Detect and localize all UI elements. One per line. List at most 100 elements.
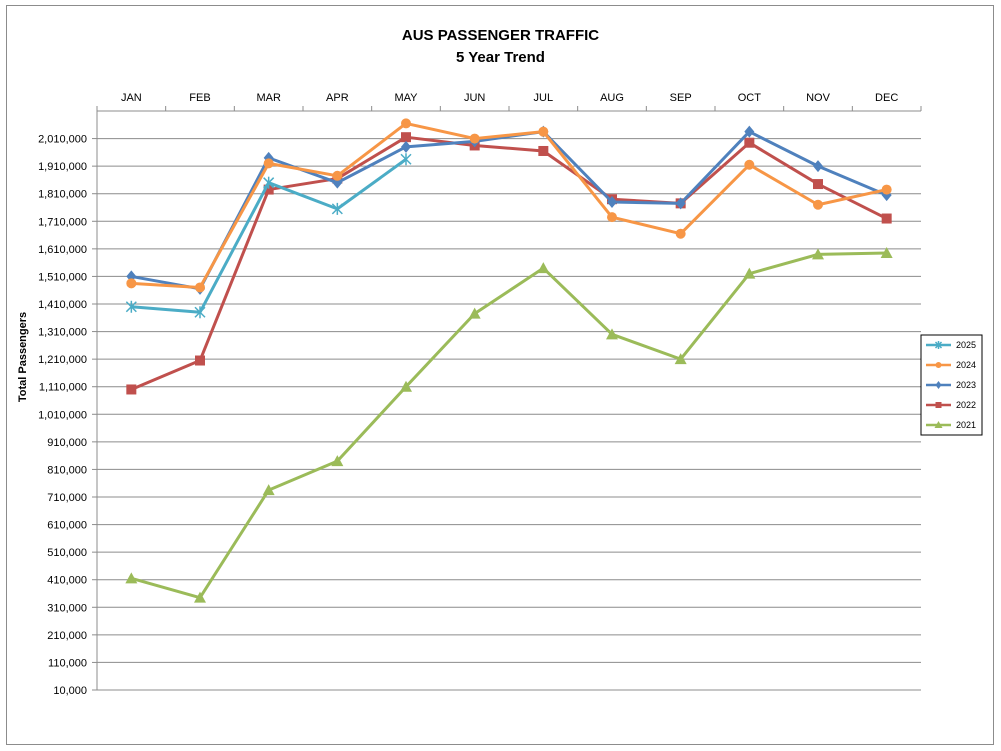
legend-label: 2024 xyxy=(956,360,976,370)
y-tick-label: 610,000 xyxy=(47,520,87,532)
x-tick-label: OCT xyxy=(738,92,762,104)
y-tick-label: 1,210,000 xyxy=(38,354,87,366)
data-point-square xyxy=(935,402,942,408)
data-point-triangle xyxy=(606,328,618,340)
x-tick-label: DEC xyxy=(875,92,898,104)
data-point-circle xyxy=(881,184,892,195)
data-point-circle xyxy=(263,158,274,169)
data-point-triangle xyxy=(880,246,893,258)
x-tick-label: JAN xyxy=(121,92,142,104)
series-line-2021 xyxy=(130,251,887,600)
legend-item-2022: 2022 xyxy=(926,400,976,410)
data-point-diamond xyxy=(744,125,755,138)
legend-item-2025: 2025 xyxy=(926,340,976,350)
series-2021 xyxy=(125,246,893,603)
series-line-2024 xyxy=(131,121,887,289)
y-tick-label: 210,000 xyxy=(47,630,87,642)
legend-item-2023: 2023 xyxy=(926,380,976,390)
data-point-circle xyxy=(935,362,942,368)
y-tick-label: 10,000 xyxy=(53,685,87,697)
data-point-square xyxy=(263,184,274,195)
series-2022 xyxy=(126,132,892,395)
y-tick-label: 1,810,000 xyxy=(38,189,87,201)
y-axis: 10,000 110,000 210,000 310,000 410,000 510,00… xyxy=(38,111,98,697)
data-point-circle xyxy=(813,199,823,210)
data-point-square xyxy=(744,137,755,148)
chart-subtitle: 5 Year Trend xyxy=(456,49,545,66)
data-point-asterisk xyxy=(331,202,343,215)
legend-label: 2025 xyxy=(956,340,976,350)
data-point-asterisk xyxy=(263,176,275,189)
data-point-asterisk xyxy=(400,153,412,166)
legend: 2025 2024 2023 2022 2021 xyxy=(920,334,983,436)
y-axis-label: Total Passengers xyxy=(17,312,29,402)
chart-frame xyxy=(6,5,994,745)
legend-item-2024: 2024 xyxy=(926,360,976,370)
x-tick-label: JUL xyxy=(534,92,554,104)
x-tick-label: FEB xyxy=(189,92,210,104)
x-tick-label: AUG xyxy=(600,92,624,104)
data-point-triangle xyxy=(934,421,943,428)
data-point-circle xyxy=(744,159,755,170)
data-point-circle xyxy=(675,228,686,239)
data-point-circle xyxy=(195,282,205,293)
data-point-triangle xyxy=(125,572,138,584)
data-point-diamond xyxy=(675,197,686,210)
data-point-triangle xyxy=(812,248,824,260)
y-tick-label: 1,910,000 xyxy=(38,161,87,173)
data-point-triangle xyxy=(331,455,344,467)
y-tick-label: 910,000 xyxy=(47,437,87,449)
y-tick-label: 710,000 xyxy=(47,492,87,504)
data-point-asterisk xyxy=(125,300,137,313)
legend-item-2021: 2021 xyxy=(926,420,976,430)
x-tick-label: NOV xyxy=(806,92,831,104)
x-tick-label: JUN xyxy=(464,92,485,104)
legend-label: 2021 xyxy=(956,420,976,430)
y-tick-label: 1,410,000 xyxy=(38,299,87,311)
data-point-square xyxy=(881,213,892,224)
y-tick-label: 1,610,000 xyxy=(38,244,87,256)
y-tick-label: 1,310,000 xyxy=(38,327,87,339)
x-tick-label: MAR xyxy=(256,92,281,104)
data-point-triangle xyxy=(194,591,206,603)
data-point-circle xyxy=(126,278,137,289)
x-tick-label: APR xyxy=(326,92,349,104)
x-tick-label: SEP xyxy=(670,92,692,104)
y-tick-label: 1,710,000 xyxy=(38,216,87,228)
x-axis: JAN FEB MAR APR MAY JUN JUL AUG SEP OCT NOV DEC xyxy=(96,92,922,111)
y-tick-label: 410,000 xyxy=(47,575,87,587)
data-point-square xyxy=(401,132,411,143)
data-point-asterisk xyxy=(194,306,206,319)
data-point-triangle xyxy=(262,484,275,496)
data-point-triangle xyxy=(400,380,412,392)
y-tick-label: 1,510,000 xyxy=(38,271,87,283)
series-line-2023 xyxy=(131,130,888,291)
data-point-diamond xyxy=(813,160,823,173)
data-point-asterisk xyxy=(934,341,943,349)
series-lines xyxy=(125,118,893,603)
gridlines xyxy=(97,110,921,691)
data-point-square xyxy=(813,179,823,190)
data-point-triangle xyxy=(537,262,550,274)
data-point-triangle xyxy=(674,353,687,365)
legend-label: 2022 xyxy=(956,400,976,410)
data-point-triangle xyxy=(468,307,481,319)
x-tick-label: MAY xyxy=(394,92,418,104)
legend-label: 2023 xyxy=(956,380,976,390)
chart-title: AUS PASSENGER TRAFFIC xyxy=(401,27,600,44)
y-tick-label: 1,110,000 xyxy=(39,382,87,394)
data-point-circle xyxy=(332,170,343,181)
data-point-circle xyxy=(538,126,549,137)
y-tick-label: 110,000 xyxy=(48,657,87,669)
y-tick-label: 510,000 xyxy=(47,547,87,559)
data-point-square xyxy=(126,384,137,395)
data-point-square xyxy=(195,355,205,366)
data-point-triangle xyxy=(743,267,756,279)
series-2025 xyxy=(125,153,412,319)
data-point-diamond xyxy=(607,195,617,208)
y-tick-label: 310,000 xyxy=(47,602,87,614)
series-line-2022 xyxy=(130,135,888,391)
data-point-diamond xyxy=(935,381,942,389)
y-tick-label: 1,010,000 xyxy=(38,409,87,421)
